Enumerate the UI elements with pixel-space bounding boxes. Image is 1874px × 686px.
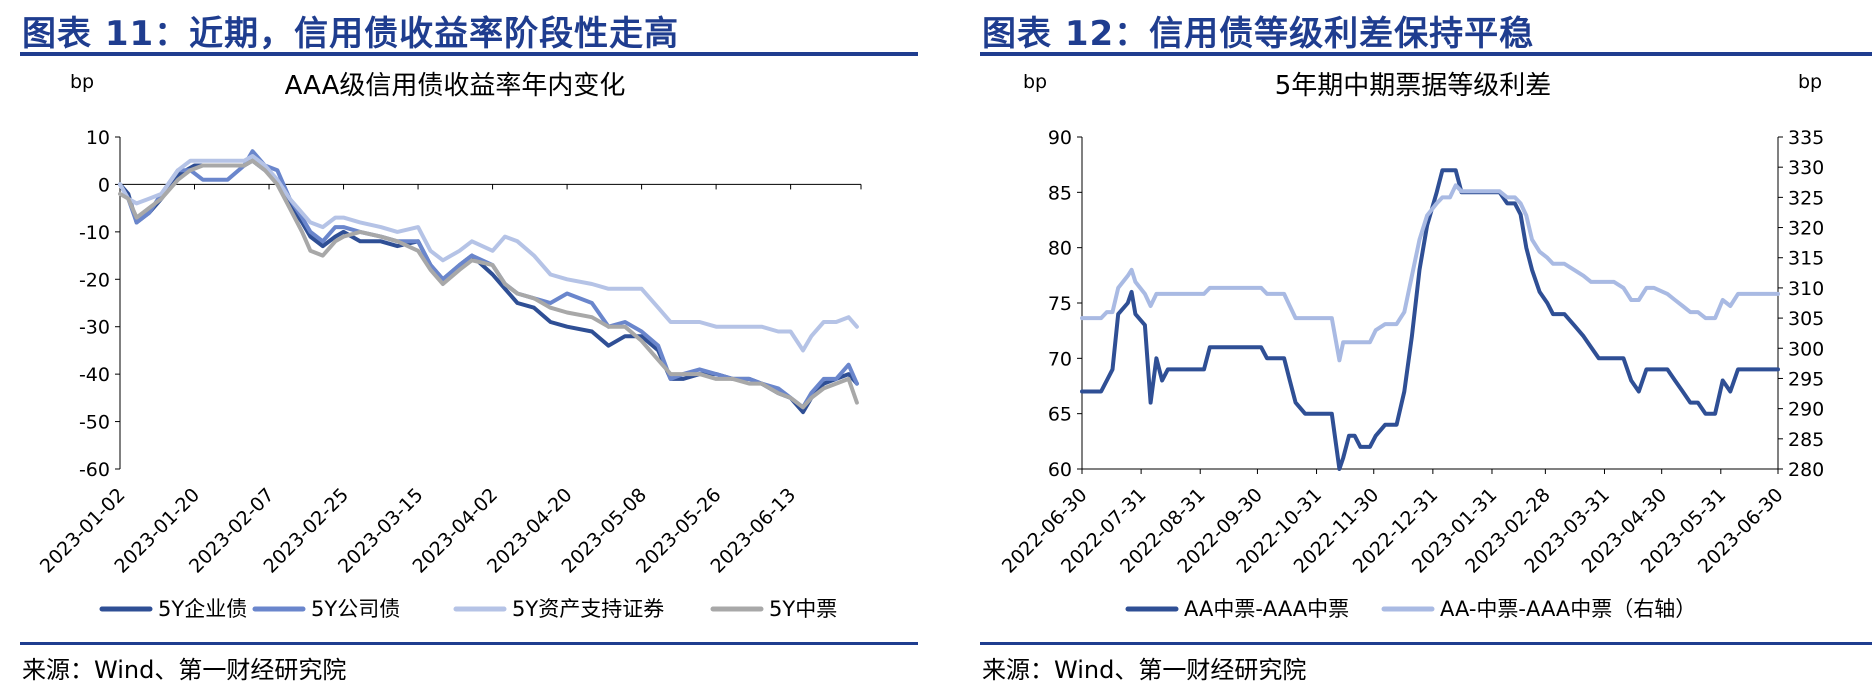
y-axis-unit: bp — [70, 71, 94, 93]
y-tick-label: 60 — [1048, 459, 1072, 481]
series-line-1 — [118, 158, 859, 415]
y-tick-label: 70 — [1048, 348, 1072, 370]
legend-label: 5Y中票 — [769, 597, 837, 621]
y2-axis-unit: bp — [1798, 71, 1822, 93]
y2-tick-label: 325 — [1788, 187, 1824, 209]
source-rule — [20, 642, 918, 645]
y2-tick-label: 315 — [1788, 248, 1824, 270]
legend-label: AA中票-AAA中票 — [1184, 597, 1349, 621]
y2-tick-label: 330 — [1788, 157, 1824, 179]
y-tick-label: 75 — [1048, 293, 1072, 315]
legend-label: 5Y企业债 — [158, 597, 247, 621]
y-axis-unit: bp — [1023, 71, 1047, 93]
source-note: 来源：Wind、第一财经研究院 — [22, 656, 347, 684]
y2-tick-label: 300 — [1788, 338, 1824, 360]
legend-label: 5Y资产支持证券 — [512, 597, 664, 621]
y-tick-label: 10 — [86, 127, 110, 149]
y-tick-label: 90 — [1048, 127, 1072, 149]
series-line-2 — [118, 149, 859, 410]
title-rule — [20, 52, 918, 56]
y-tick-label: 0 — [98, 174, 110, 196]
legend-label: 5Y公司债 — [311, 597, 400, 621]
y-tick-label: -20 — [79, 269, 110, 291]
y-tick-label: 85 — [1048, 182, 1072, 204]
spread-chart: 5年期中期票据等级利差 bp bp 90 85 80 75 70 65 60 335 330 325 32… — [998, 71, 1824, 621]
series-line-3 — [118, 154, 859, 353]
y-tick-label: -30 — [79, 317, 110, 339]
series-line-4 — [118, 158, 859, 410]
left-figure-panel: 图表 11：近期，信用债收益率阶段性走高 AAA级信用债收益率年内变化 bp 10 0… — [0, 0, 920, 686]
y-tick-label: 80 — [1048, 238, 1072, 260]
y2-tick-label: 320 — [1788, 218, 1824, 240]
series-line-2 — [1080, 183, 1780, 363]
y2-tick-label: 290 — [1788, 399, 1824, 421]
source-rule — [980, 642, 1872, 645]
y-tick-label: -60 — [79, 459, 110, 481]
y2-tick-label: 295 — [1788, 368, 1824, 390]
yield-change-chart: AAA级信用债收益率年内变化bp100-10-20-30-40-50-60202… — [36, 71, 862, 621]
source-note: 来源：Wind、第一财经研究院 — [982, 656, 1307, 684]
y2-tick-label: 310 — [1788, 278, 1824, 300]
figure-title: 图表 11：近期，信用债收益率阶段性走高 — [22, 14, 680, 54]
y-tick-label: -10 — [79, 222, 110, 244]
chart-title: AAA级信用债收益率年内变化 — [285, 71, 626, 101]
series-line-1 — [1080, 168, 1780, 471]
y2-tick-label: 335 — [1788, 127, 1824, 149]
y2-tick-label: 305 — [1788, 308, 1824, 330]
y-tick-label: -40 — [79, 364, 110, 386]
chart-title: 5年期中期票据等级利差 — [1275, 71, 1552, 101]
figure-title: 图表 12：信用债等级利差保持平稳 — [982, 14, 1535, 54]
title-rule — [980, 52, 1872, 56]
y2-tick-label: 280 — [1788, 459, 1824, 481]
y-tick-label: 65 — [1048, 404, 1072, 426]
legend-label: AA-中票-AAA中票（右轴） — [1440, 597, 1696, 621]
y2-tick-label: 285 — [1788, 429, 1824, 451]
y-tick-label: -50 — [79, 412, 110, 434]
right-figure-panel: 图表 12：信用债等级利差保持平稳 5年期中期票据等级利差 bp bp 90 85 80 7… — [960, 0, 1874, 686]
